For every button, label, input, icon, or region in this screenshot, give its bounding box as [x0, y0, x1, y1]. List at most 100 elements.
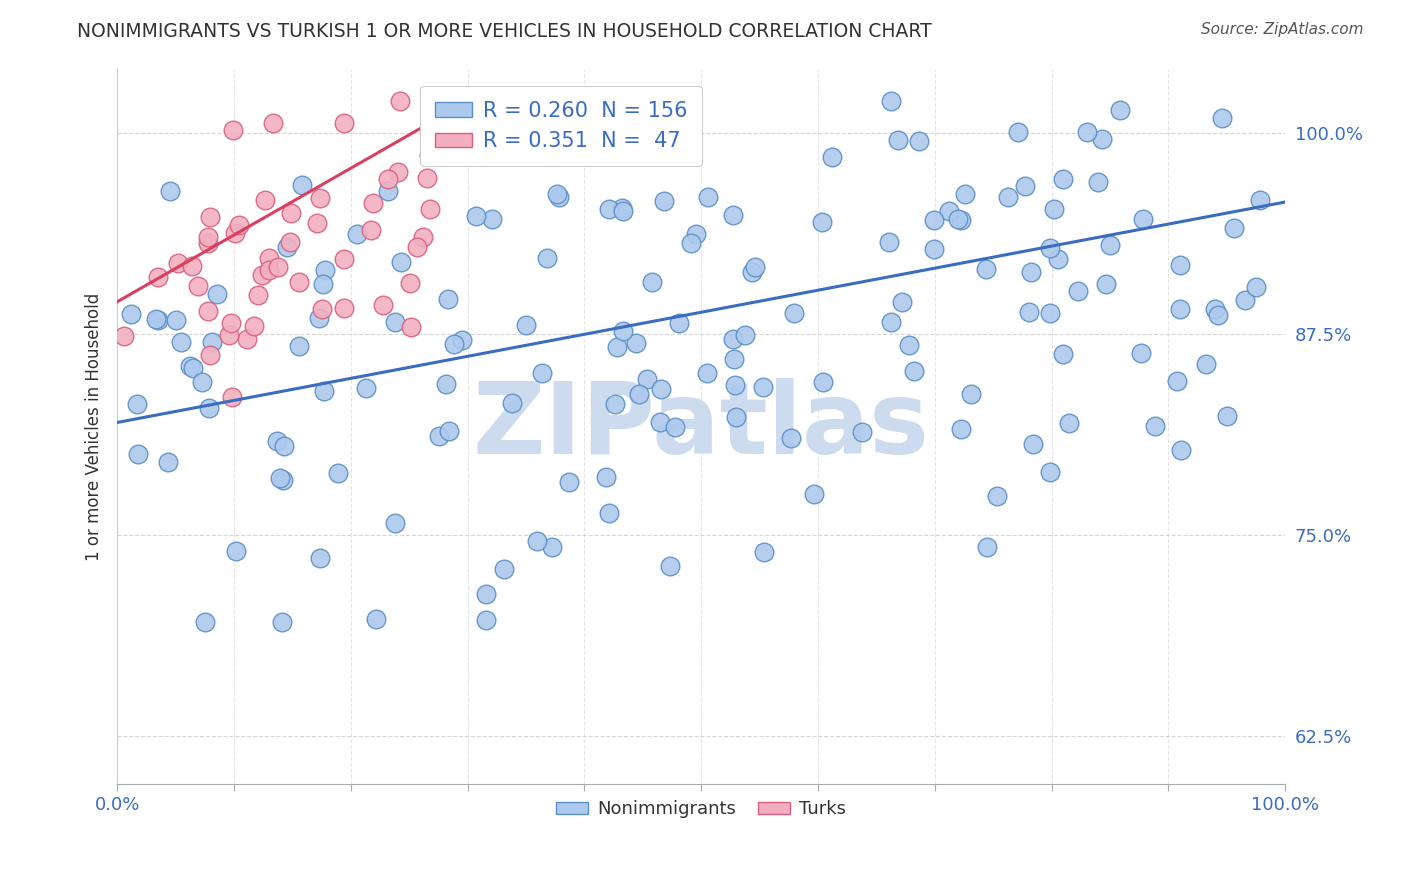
Point — [399, 276, 422, 290]
Point — [1246, 280, 1268, 294]
Point — [546, 187, 568, 202]
Text: ZIPatlas: ZIPatlas — [472, 378, 929, 475]
Point — [515, 318, 537, 333]
Point — [679, 235, 702, 250]
Point — [1170, 442, 1192, 457]
Point — [314, 262, 336, 277]
Point — [156, 455, 179, 469]
Point — [652, 94, 675, 108]
Point — [197, 229, 219, 244]
Point — [305, 216, 328, 230]
Point — [811, 215, 834, 229]
Point — [636, 372, 658, 386]
Point — [949, 422, 972, 436]
Point — [377, 172, 399, 186]
Point — [1194, 357, 1216, 371]
Point — [530, 366, 553, 380]
Point — [191, 375, 214, 389]
Point — [288, 275, 311, 289]
Point — [752, 380, 775, 394]
Point — [1039, 466, 1062, 480]
Point — [288, 339, 311, 353]
Point — [1014, 179, 1036, 194]
Point — [1233, 293, 1256, 308]
Point — [273, 439, 295, 453]
Point — [628, 387, 651, 401]
Point — [1007, 125, 1029, 139]
Point — [697, 190, 720, 204]
Point — [1052, 347, 1074, 361]
Point — [371, 298, 394, 312]
Point — [898, 337, 921, 351]
Point — [280, 206, 302, 220]
Point — [271, 473, 294, 487]
Point — [1087, 175, 1109, 189]
Point — [754, 545, 776, 559]
Point — [228, 218, 250, 232]
Point — [685, 227, 707, 241]
Point — [1022, 437, 1045, 451]
Point — [346, 227, 368, 242]
Point — [541, 541, 564, 555]
Point — [744, 260, 766, 275]
Point — [218, 328, 240, 343]
Text: Source: ZipAtlas.com: Source: ZipAtlas.com — [1201, 22, 1364, 37]
Point — [949, 213, 972, 227]
Point — [257, 252, 280, 266]
Point — [976, 540, 998, 554]
Point — [1019, 265, 1042, 279]
Point — [437, 425, 460, 439]
Point — [333, 301, 356, 315]
Point — [361, 195, 384, 210]
Point — [669, 95, 692, 109]
Point — [813, 376, 835, 390]
Point — [558, 475, 581, 490]
Point — [1132, 212, 1154, 227]
Point — [986, 489, 1008, 503]
Point — [1108, 103, 1130, 117]
Point — [194, 615, 217, 629]
Point — [922, 242, 945, 256]
Point — [309, 550, 332, 565]
Point — [851, 425, 873, 439]
Point — [959, 387, 981, 401]
Point — [235, 332, 257, 346]
Point — [384, 516, 406, 531]
Point — [780, 432, 803, 446]
Point — [741, 265, 763, 279]
Point — [724, 410, 747, 425]
Point — [595, 470, 617, 484]
Point — [179, 359, 201, 373]
Point — [332, 116, 354, 130]
Point — [475, 613, 498, 627]
Point — [360, 223, 382, 237]
Point — [427, 428, 450, 442]
Point — [536, 251, 558, 265]
Point — [266, 434, 288, 449]
Point — [219, 316, 242, 330]
Point — [1018, 305, 1040, 319]
Point — [1095, 277, 1118, 291]
Point — [624, 335, 647, 350]
Point — [650, 382, 672, 396]
Point — [724, 378, 747, 392]
Point — [1047, 252, 1070, 266]
Point — [278, 235, 301, 249]
Point — [654, 194, 676, 208]
Point — [254, 193, 277, 207]
Point — [332, 252, 354, 266]
Point — [314, 384, 336, 399]
Point — [879, 94, 901, 108]
Point — [419, 202, 441, 217]
Point — [311, 302, 333, 317]
Point — [907, 134, 929, 148]
Point — [364, 612, 387, 626]
Point — [1039, 241, 1062, 255]
Point — [734, 328, 756, 343]
Point — [1057, 416, 1080, 430]
Point — [721, 208, 744, 222]
Point — [146, 312, 169, 326]
Text: NONIMMIGRANTS VS TURKISH 1 OR MORE VEHICLES IN HOUSEHOLD CORRELATION CHART: NONIMMIGRANTS VS TURKISH 1 OR MORE VEHIC… — [77, 22, 932, 41]
Point — [481, 212, 503, 227]
Point — [997, 190, 1019, 204]
